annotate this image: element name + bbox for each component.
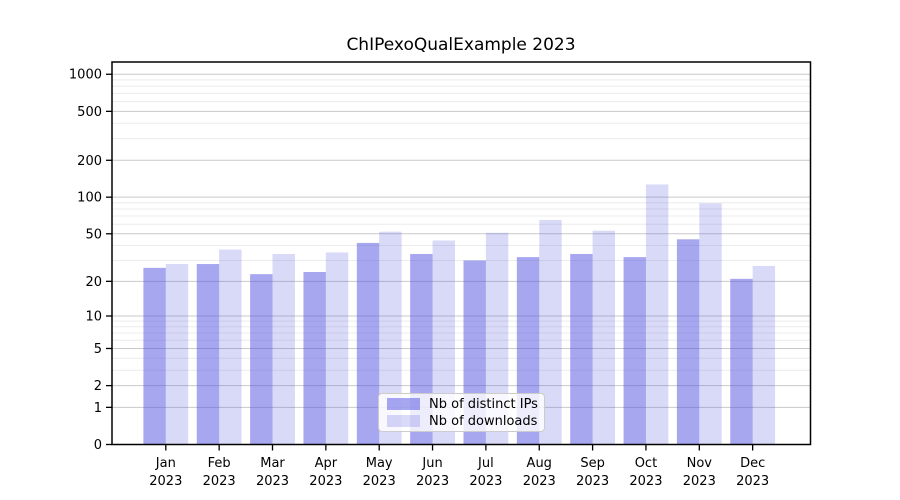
x-tick-label-year: 2023 <box>149 474 182 489</box>
x-tick-label-month: Dec <box>740 456 765 471</box>
bar-downloads-jul <box>485 232 509 445</box>
x-tick-label-year: 2023 <box>363 474 396 489</box>
x-tick-label-month: Apr <box>315 456 338 471</box>
bar-downloads-sep <box>592 230 615 445</box>
bar-distinct-ips-nov <box>676 239 700 445</box>
x-tick-label-month: Jul <box>477 456 494 471</box>
bar-distinct-ips-apr <box>303 271 326 445</box>
x-tick-label-month: Jun <box>421 456 442 471</box>
x-tick-label-year: 2023 <box>683 474 716 489</box>
x-tick-label-month: Aug <box>527 456 552 471</box>
bar-downloads-apr <box>325 252 349 445</box>
x-tick-label-month: Feb <box>208 456 231 471</box>
bar-distinct-ips-jan <box>143 267 166 445</box>
y-tick-label: 500 <box>77 105 102 120</box>
x-tick-label-year: 2023 <box>523 474 556 489</box>
x-tick-label-year: 2023 <box>736 474 769 489</box>
legend-label-downloads: Nb of downloads <box>429 413 538 429</box>
bar-downloads-feb <box>219 249 242 445</box>
bar-downloads-nov <box>699 203 722 445</box>
y-tick-label: 0 <box>94 438 102 453</box>
bar-distinct-ips-may <box>356 242 380 445</box>
bar-distinct-ips-feb <box>196 264 220 445</box>
x-tick-label-month: Jan <box>155 456 176 471</box>
bar-downloads-mar <box>272 253 295 445</box>
bar-distinct-ips-mar <box>250 274 273 445</box>
y-tick-label: 50 <box>85 227 102 242</box>
y-tick-label: 100 <box>77 191 102 206</box>
bar-downloads-may <box>379 231 402 445</box>
x-tick-label-year: 2023 <box>309 474 342 489</box>
x-tick-label-year: 2023 <box>576 474 609 489</box>
bar-downloads-oct <box>645 184 669 445</box>
bar-distinct-ips-oct <box>623 257 646 445</box>
bar-downloads-dec <box>752 265 776 445</box>
y-tick-label: 1 <box>94 401 102 416</box>
y-tick-label: 10 <box>85 309 102 324</box>
y-tick-label: 2 <box>94 379 102 394</box>
x-tick-label-year: 2023 <box>629 474 662 489</box>
legend-label-ips: Nb of distinct IPs <box>429 396 538 412</box>
y-tick-label: 200 <box>77 154 102 169</box>
chart-title: ChIPexoQualExample 2023 <box>346 35 576 55</box>
y-tick-label: 1000 <box>69 68 102 83</box>
legend-swatch-downloads <box>387 415 420 427</box>
y-tick-label: 20 <box>85 275 102 290</box>
x-tick-label-year: 2023 <box>469 474 502 489</box>
bar-downloads-aug <box>539 219 562 445</box>
bar-distinct-ips-sep <box>570 253 593 445</box>
legend-item-downloads: Nb of downloads <box>387 413 538 429</box>
bar-distinct-ips-dec <box>730 278 753 445</box>
legend-item-distinct-ips: Nb of distinct IPs <box>387 396 538 412</box>
x-tick-label-month: Oct <box>635 456 657 471</box>
bar-downloads-jan <box>165 264 189 445</box>
x-tick-label-month: Mar <box>260 456 285 471</box>
x-tick-label-year: 2023 <box>416 474 449 489</box>
x-tick-label-year: 2023 <box>203 474 236 489</box>
x-tick-label-year: 2023 <box>256 474 289 489</box>
x-tick-label-month: Sep <box>580 456 605 471</box>
plot-border <box>111 61 812 446</box>
legend: Nb of distinct IPs Nb of downloads <box>378 393 545 432</box>
legend-swatch-ips <box>387 398 420 410</box>
y-tick-label: 5 <box>94 342 102 357</box>
x-tick-label-month: Nov <box>687 456 713 471</box>
x-tick-label-month: May <box>366 456 393 471</box>
